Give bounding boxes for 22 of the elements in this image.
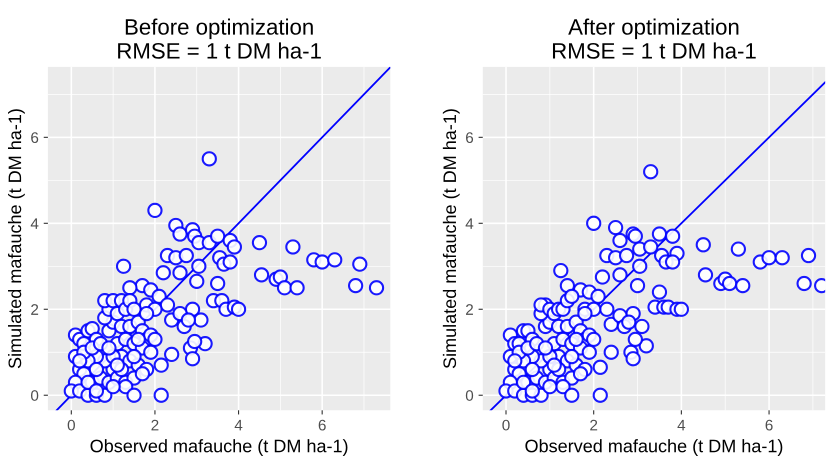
x-tick-label: 4 (234, 420, 242, 430)
y-axis-title: Simulated mafauche (t DM ha-1) (442, 109, 460, 368)
x-tick-label: 0 (68, 420, 75, 431)
x-tick-label: 2 (590, 420, 598, 430)
x-tick-label: 4 (677, 420, 686, 430)
y-axis-title: Simulated mafauche (t DM ha-1) (8, 109, 25, 368)
x-tick-label: 6 (766, 420, 773, 431)
y-tick-label: 6 (466, 132, 474, 144)
x-tick-label: 0 (502, 420, 510, 431)
chart-title: Before optimization RMSE = 1 t DM ha-1 (118, 18, 321, 59)
y-tick-label: 0 (466, 390, 474, 401)
x-tick-label: 2 (151, 420, 158, 430)
chart-title: After optimization RMSE = 1 t DM ha-1 (552, 18, 756, 59)
y-tick-label: 2 (466, 304, 473, 315)
y-tick-label: 4 (30, 218, 38, 229)
y-tick-label: 6 (31, 132, 38, 144)
x-tick-label: 6 (318, 420, 326, 431)
y-tick-label: 4 (466, 218, 474, 229)
x-axis-title: Observed mafauche (t DM ha-1) (90, 439, 348, 456)
x-axis-title: Observed mafauche (t DM ha-1) (525, 439, 782, 456)
y-tick-label: 0 (30, 390, 38, 401)
y-tick-label: 2 (31, 304, 38, 315)
